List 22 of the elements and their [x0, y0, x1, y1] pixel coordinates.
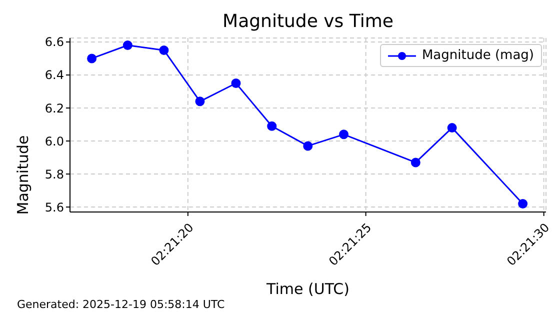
point: [518, 198, 528, 208]
text: Generated: 2025-12-19 05:58:14 UTC: [17, 298, 225, 311]
legend-label: Magnitude (mag): [422, 48, 534, 63]
y-tick-label: 5.6: [44, 200, 64, 214]
y-tick-label: 6.4: [44, 68, 64, 82]
point: [159, 45, 169, 55]
point: [303, 141, 313, 151]
chart-title: Magnitude vs Time: [222, 11, 394, 32]
y-tick-label: 5.8: [44, 167, 64, 182]
y-tick-label: 6.2: [44, 101, 64, 116]
y-axis-title: Magnitude: [14, 134, 32, 217]
point: [339, 130, 349, 140]
y-tick-label: 6.0: [44, 134, 64, 148]
point: [195, 96, 205, 106]
point: [410, 158, 420, 168]
x-axis-title: Time (UTC): [266, 280, 350, 298]
point: [87, 54, 97, 64]
point: [122, 40, 132, 50]
point: [267, 121, 277, 131]
point: [231, 78, 241, 88]
y-tick-label: 6.6: [44, 35, 64, 50]
point: [447, 123, 457, 133]
